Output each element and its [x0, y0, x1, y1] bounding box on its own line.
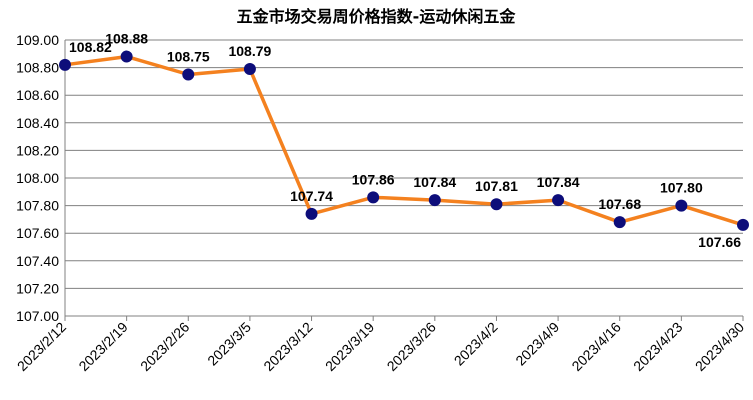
data-point: [613, 216, 626, 229]
data-label: 107.86: [352, 171, 395, 187]
y-tick-label: 107.60: [16, 225, 59, 241]
data-label: 107.84: [413, 174, 456, 190]
y-tick-label: 108.40: [16, 115, 59, 131]
data-point: [428, 194, 441, 207]
data-label: 108.88: [105, 31, 148, 47]
y-tick-label: 108.60: [16, 87, 59, 103]
data-label: 107.68: [598, 196, 641, 212]
x-tick-label: 2023/3/26: [384, 319, 440, 375]
x-tick-label: 2023/4/16: [568, 319, 624, 375]
data-point: [490, 198, 503, 211]
y-tick-label: 108.00: [16, 170, 59, 186]
data-point: [305, 207, 318, 220]
y-tick-label: 107.20: [16, 280, 59, 296]
x-tick-label: 2023/4/9: [512, 319, 562, 369]
y-tick-label: 108.20: [16, 142, 59, 158]
x-tick-label: 2023/2/26: [137, 319, 193, 375]
data-point: [367, 191, 380, 204]
series-line-path: [64, 54, 744, 227]
data-label: 107.84: [537, 174, 580, 190]
data-point: [182, 68, 195, 81]
y-tick-label: 107.80: [16, 198, 59, 214]
data-point: [552, 194, 565, 207]
chart-title: 五金市场交易周价格指数-运动休闲五金: [237, 7, 517, 26]
grid-lines: [65, 39, 743, 289]
y-tick-label: 108.80: [16, 60, 59, 76]
data-point: [737, 218, 749, 231]
series-line: [64, 54, 744, 227]
data-label: 107.74: [290, 188, 333, 204]
data-point: [675, 199, 688, 212]
y-tick-label: 107.40: [16, 253, 59, 269]
x-tick-label: 2023/2/19: [75, 319, 131, 375]
y-axis-tick-labels: 107.00 107.20 107.40 107.60 107.80 108.00 108.…: [16, 32, 59, 324]
data-label: 108.79: [228, 43, 271, 59]
x-tick-label: 2023/4/30: [692, 319, 748, 375]
data-label: 107.66: [698, 234, 741, 250]
x-tick-label: 2023/3/5: [204, 319, 254, 369]
y-tick-label: 107.00: [16, 308, 59, 324]
x-tick-label: 2023/2/12: [14, 319, 70, 375]
data-label: 108.82: [69, 39, 112, 55]
data-label: 107.81: [475, 178, 518, 194]
x-tick-label: 2023/4/23: [630, 319, 686, 375]
x-tick-label: 2023/3/19: [322, 319, 378, 375]
axes: [64, 40, 744, 321]
data-point: [243, 62, 256, 75]
y-tick-label: 109.00: [16, 32, 59, 48]
data-point: [59, 58, 71, 71]
x-tick-label: 2023/3/12: [260, 319, 316, 375]
data-point: [120, 50, 133, 63]
data-label: 107.80: [660, 180, 703, 196]
x-axis-tick-labels: 2023/2/12 2023/2/19 2023/2/26 2023/3/5 2023/…: [14, 319, 748, 375]
series-markers: [59, 50, 749, 231]
data-label: 108.75: [167, 49, 210, 65]
x-tick-label: 2023/4/2: [451, 319, 501, 369]
